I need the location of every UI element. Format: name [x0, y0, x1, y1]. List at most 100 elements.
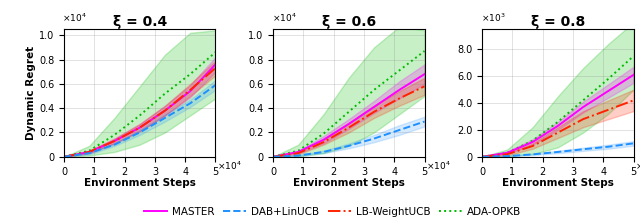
Line: LB-WeightUCB: LB-WeightUCB	[64, 68, 216, 157]
ADA-OPKB	[186, 73, 194, 75]
MASTER	[269, 155, 277, 158]
MASTER	[161, 109, 169, 112]
LB-WeightUCB	[605, 108, 612, 111]
ADA-OPKB	[478, 155, 486, 158]
Text: $\times10^4$: $\times10^4$	[635, 159, 640, 172]
MASTER	[478, 155, 486, 158]
DAB+LinUCB	[320, 151, 328, 153]
MASTER	[60, 155, 68, 158]
Line: LB-WeightUCB: LB-WeightUCB	[482, 100, 634, 157]
Title: ξ = 0.6: ξ = 0.6	[322, 15, 376, 29]
ADA-OPKB	[370, 88, 378, 91]
DAB+LinUCB	[420, 120, 428, 123]
ADA-OPKB	[111, 134, 118, 136]
ADA-OPKB	[504, 151, 511, 154]
DAB+LinUCB	[85, 152, 93, 155]
MASTER	[605, 90, 612, 92]
MASTER	[529, 141, 536, 143]
ADA-OPKB	[269, 155, 277, 158]
DAB+LinUCB	[554, 151, 562, 153]
LB-WeightUCB	[345, 126, 353, 129]
DAB+LinUCB	[161, 116, 169, 119]
LB-WeightUCB	[161, 109, 169, 112]
Text: $\times10^4$: $\times10^4$	[271, 12, 296, 24]
DAB+LinUCB	[212, 84, 220, 86]
Title: ξ = 0.8: ξ = 0.8	[531, 15, 585, 29]
Legend: MASTER, DAB+LinUCB, LB-WeightUCB, ADA-OPKB: MASTER, DAB+LinUCB, LB-WeightUCB, ADA-OP…	[140, 203, 525, 221]
MASTER	[630, 73, 637, 76]
MASTER	[136, 126, 143, 129]
X-axis label: Environment Steps: Environment Steps	[84, 178, 196, 188]
MASTER	[396, 88, 403, 91]
Y-axis label: Dynamic Regret: Dynamic Regret	[26, 46, 36, 140]
DAB+LinUCB	[370, 137, 378, 140]
ADA-OPKB	[630, 55, 637, 57]
LB-WeightUCB	[186, 88, 194, 91]
MASTER	[504, 151, 511, 154]
LB-WeightUCB	[554, 131, 562, 134]
DAB+LinUCB	[269, 155, 277, 158]
MASTER	[85, 151, 93, 153]
LB-WeightUCB	[504, 153, 511, 155]
MASTER	[320, 138, 328, 141]
X-axis label: Environment Steps: Environment Steps	[293, 178, 404, 188]
ADA-OPKB	[294, 149, 302, 152]
MASTER	[370, 106, 378, 108]
ADA-OPKB	[605, 78, 612, 80]
ADA-OPKB	[85, 149, 93, 152]
Line: ADA-OPKB: ADA-OPKB	[273, 51, 424, 157]
Text: $\times10^4$: $\times10^4$	[217, 159, 242, 172]
ADA-OPKB	[161, 92, 169, 95]
DAB+LinUCB	[504, 155, 511, 157]
DAB+LinUCB	[396, 129, 403, 131]
MASTER	[186, 90, 194, 93]
LB-WeightUCB	[320, 141, 328, 144]
MASTER	[579, 106, 587, 108]
ADA-OPKB	[320, 132, 328, 135]
ADA-OPKB	[60, 155, 68, 158]
LB-WeightUCB	[269, 155, 277, 158]
ADA-OPKB	[554, 121, 562, 123]
DAB+LinUCB	[579, 148, 587, 151]
DAB+LinUCB	[478, 155, 486, 158]
MASTER	[345, 123, 353, 125]
Line: DAB+LinUCB: DAB+LinUCB	[273, 122, 424, 157]
LB-WeightUCB	[478, 155, 486, 158]
MASTER	[111, 140, 118, 142]
LB-WeightUCB	[396, 97, 403, 100]
X-axis label: Environment Steps: Environment Steps	[502, 178, 614, 188]
Line: LB-WeightUCB: LB-WeightUCB	[273, 86, 424, 157]
DAB+LinUCB	[529, 153, 536, 156]
LB-WeightUCB	[212, 67, 220, 69]
LB-WeightUCB	[294, 152, 302, 155]
ADA-OPKB	[529, 139, 536, 142]
Line: MASTER: MASTER	[273, 74, 424, 157]
Line: DAB+LinUCB: DAB+LinUCB	[64, 85, 216, 157]
DAB+LinUCB	[345, 144, 353, 147]
MASTER	[420, 73, 428, 75]
DAB+LinUCB	[630, 142, 637, 145]
LB-WeightUCB	[630, 99, 637, 102]
Text: $\times10^4$: $\times10^4$	[63, 12, 87, 24]
DAB+LinUCB	[60, 155, 68, 158]
Line: ADA-OPKB: ADA-OPKB	[482, 56, 634, 157]
Text: $\times10^4$: $\times10^4$	[426, 159, 451, 172]
DAB+LinUCB	[136, 131, 143, 134]
MASTER	[294, 151, 302, 153]
LB-WeightUCB	[529, 145, 536, 147]
DAB+LinUCB	[111, 143, 118, 146]
ADA-OPKB	[579, 99, 587, 102]
LB-WeightUCB	[85, 151, 93, 153]
LB-WeightUCB	[420, 85, 428, 88]
Line: MASTER: MASTER	[482, 75, 634, 157]
LB-WeightUCB	[579, 118, 587, 121]
ADA-OPKB	[345, 110, 353, 113]
LB-WeightUCB	[111, 140, 118, 142]
DAB+LinUCB	[294, 154, 302, 157]
Line: ADA-OPKB: ADA-OPKB	[64, 52, 216, 157]
DAB+LinUCB	[605, 145, 612, 148]
ADA-OPKB	[396, 69, 403, 72]
MASTER	[554, 125, 562, 127]
Title: ξ = 0.4: ξ = 0.4	[113, 15, 167, 29]
Text: $\times10^3$: $\times10^3$	[481, 12, 505, 24]
